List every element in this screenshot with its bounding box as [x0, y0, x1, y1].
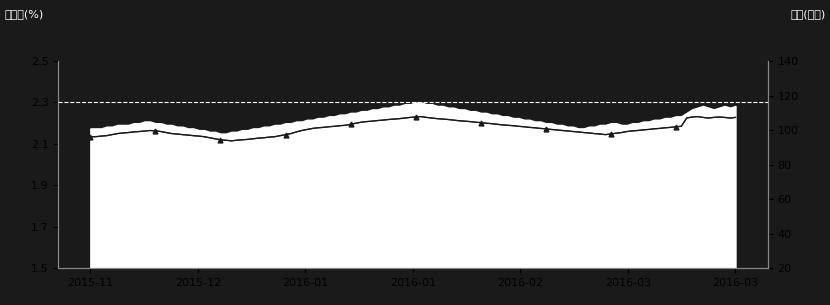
- Text: 수익률(%): 수익률(%): [4, 9, 43, 19]
- Text: 금액(조원): 금액(조원): [791, 9, 826, 19]
- Legend: MMF잌액(우), CP(A1,91일물,좌), CD(AAA,91일물,좌): MMF잌액(우), CP(A1,91일물,좌), CD(AAA,91일물,좌): [100, 0, 464, 2]
